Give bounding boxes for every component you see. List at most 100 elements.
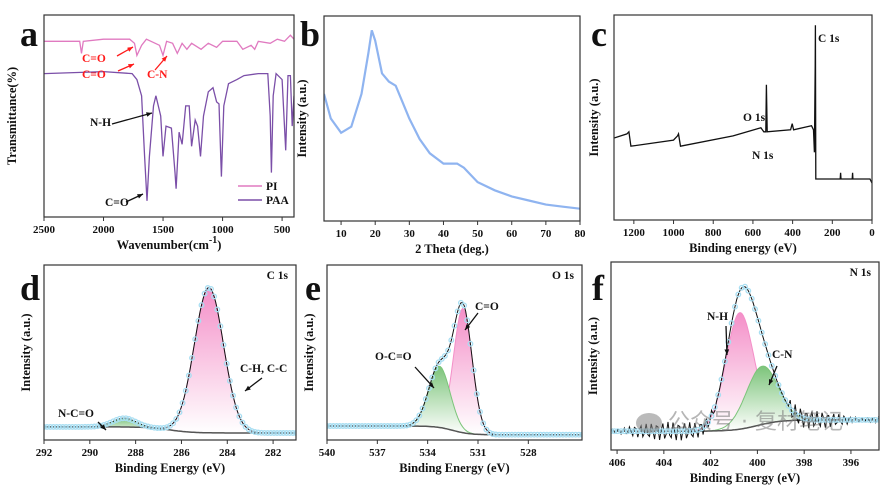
x-tick-label: 2000 xyxy=(93,224,116,236)
fit-envelope-point xyxy=(154,425,161,431)
fit-envelope-point xyxy=(618,428,625,435)
fit-envelope-point xyxy=(852,416,859,423)
arrowhead-icon xyxy=(724,349,730,355)
fit-envelope-point xyxy=(107,419,114,426)
x-axis-label: Binding Energy (eV) xyxy=(399,461,509,475)
fit-envelope-point xyxy=(208,285,214,292)
fit-envelope-point xyxy=(104,420,110,427)
peak-annotation: C=O xyxy=(475,301,499,313)
x-tick-label: 1000 xyxy=(663,227,686,239)
fit-envelope-point xyxy=(448,337,455,344)
x-tick-label: 528 xyxy=(520,447,537,459)
panel-letter: d xyxy=(20,268,40,308)
fit-envelope-point xyxy=(678,428,685,435)
fit-envelope-point xyxy=(788,407,795,414)
fit-envelope-point xyxy=(343,423,350,429)
x-tick-label: 600 xyxy=(745,227,762,239)
fit-envelope-point xyxy=(233,404,240,411)
fit-envelope-point xyxy=(671,428,678,435)
fit-envelope-point xyxy=(91,423,98,430)
fit-envelope-point xyxy=(141,422,148,429)
fit-envelope-point xyxy=(855,416,862,423)
fit-envelope-point xyxy=(355,423,362,429)
fit-envelope-point xyxy=(94,423,101,430)
fit-envelope-point xyxy=(264,430,271,436)
fit-envelope-point xyxy=(543,431,550,438)
fit-envelope-point xyxy=(293,430,296,436)
arrowhead-icon xyxy=(100,424,106,430)
arrowhead-icon xyxy=(127,47,133,52)
fit-envelope-point xyxy=(862,416,869,423)
fit-envelope-point xyxy=(78,423,85,430)
fit-envelope-point xyxy=(721,358,728,365)
y-axis-label: Intensity (a.u.) xyxy=(295,79,309,157)
y-axis-label: Intensity (a.u.) xyxy=(302,313,316,391)
peak-annotation: N 1s xyxy=(752,150,774,162)
panel-letter: c xyxy=(591,14,607,54)
x-tick-label: 398 xyxy=(796,457,813,469)
fit-envelope-point xyxy=(252,429,258,435)
fit-envelope-point xyxy=(473,391,480,397)
fit-envelope-point xyxy=(400,422,407,429)
fit-envelope-point xyxy=(271,430,277,436)
plot-frame xyxy=(610,261,880,451)
fit-envelope-point xyxy=(69,423,76,430)
fit-envelope-point xyxy=(802,415,809,422)
fit-envelope-point xyxy=(775,381,782,388)
fit-envelope-point xyxy=(508,431,515,438)
x-axis-label-superscript: -1 xyxy=(209,235,217,246)
fit-envelope-point xyxy=(778,390,785,397)
fit-envelope-point xyxy=(550,431,557,438)
fit-envelope-point xyxy=(384,423,391,429)
y-axis-label: Intensity (a.u.) xyxy=(19,313,33,391)
x-tick-label: 284 xyxy=(219,447,236,459)
fit-envelope-point xyxy=(624,428,631,435)
fit-envelope-point xyxy=(189,354,195,361)
fit-envelope-point xyxy=(869,416,876,423)
legend-entry: PI xyxy=(266,181,278,193)
peak-annotation: O 1s xyxy=(743,112,766,124)
fit-envelope-point xyxy=(151,424,158,431)
fit-envelope-point xyxy=(534,431,541,438)
fit-envelope-point xyxy=(261,429,268,436)
x-tick-label: 500 xyxy=(274,224,291,236)
fit-envelope-point xyxy=(631,428,638,435)
panel-b: 10 20 30 40 50 60 70 80 2 Theta (deg.) Intensity … xyxy=(295,14,586,256)
fit-envelope-point xyxy=(375,423,381,429)
fit-envelope-point xyxy=(333,423,340,429)
y-axis-label: Transmittance(%) xyxy=(5,67,19,165)
x-axis-label: 2 Theta (deg.) xyxy=(415,242,489,256)
plot-frame xyxy=(43,264,297,441)
arrowhead-icon xyxy=(428,382,434,388)
fit-envelope-point xyxy=(752,306,758,313)
x-tick-label: 1200 xyxy=(623,227,646,239)
fit-envelope-point xyxy=(349,423,356,429)
fit-envelope-point xyxy=(429,374,436,381)
fit-envelope-point xyxy=(825,416,832,423)
fit-envelope-point xyxy=(72,423,79,430)
x-tick-label: 80 xyxy=(575,228,587,240)
fit-envelope-point xyxy=(512,431,519,438)
fit-envelope-point xyxy=(339,423,346,429)
fit-envelope-point xyxy=(718,376,725,383)
fit-envelope-point xyxy=(480,420,487,427)
fit-envelope-point xyxy=(695,426,702,433)
fit-envelope-point xyxy=(230,392,236,399)
fit-envelope-point xyxy=(566,431,573,438)
x-axis-label: Wavenumber(cm-1) xyxy=(117,235,222,252)
fit-envelope-point xyxy=(413,417,420,424)
fit-envelope-point xyxy=(505,431,512,438)
fit-envelope-point xyxy=(728,320,735,327)
panel-c: 1200 1000 800 600 400 200 0 Binding energy (eV)… xyxy=(587,14,875,255)
fit-envelope-point xyxy=(819,416,825,423)
arrowhead-icon xyxy=(137,194,143,199)
wechat-icon xyxy=(636,413,662,433)
fit-envelope-point xyxy=(432,365,439,372)
fit-envelope-point xyxy=(255,429,262,436)
plot-area xyxy=(327,299,582,438)
x-tick-label: 30 xyxy=(404,228,416,240)
fit-envelope-point xyxy=(876,416,879,423)
fit-envelope-point xyxy=(502,431,509,438)
peak-annotation: N-H xyxy=(707,311,728,323)
fit-envelope-point xyxy=(611,428,618,435)
